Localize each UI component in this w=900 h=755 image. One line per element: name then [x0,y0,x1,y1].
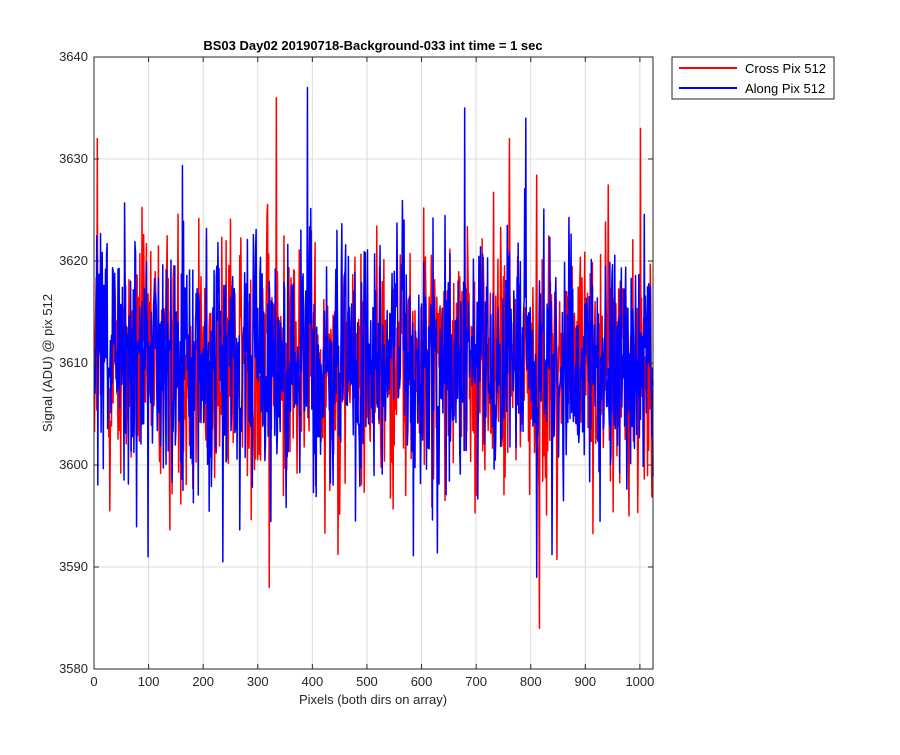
x-tick-label: 100 [138,674,160,689]
series-group [93,86,654,629]
y-tick-label: 3600 [59,457,88,472]
y-tick-label: 3590 [59,559,88,574]
x-tick-label: 0 [90,674,97,689]
x-tick-label: 200 [192,674,214,689]
y-tick-label: 3640 [59,49,88,64]
y-tick-label: 3580 [59,661,88,676]
x-tick-label: 600 [411,674,433,689]
legend-box [671,56,835,100]
y-tick-label: 3610 [59,355,88,370]
x-tick-label: 1000 [625,674,654,689]
legend[interactable]: Cross Pix 512 Along Pix 512 [671,56,835,100]
x-tick-label: 900 [574,674,596,689]
x-tick-label: 800 [520,674,542,689]
x-tick-label: 500 [356,674,378,689]
x-axis-label: Pixels (both dirs on array) [299,692,447,707]
tick-marks: 0 100 200 300 400 500 600 700 800 900 1000 3580 3590… [59,49,654,689]
series-line-along [93,86,654,578]
y-tick-label: 3630 [59,151,88,166]
chart-title: BS03 Day02 20190718-Background-033 int t… [203,38,542,53]
y-tick-label: 3620 [59,253,88,268]
legend-label-along: Along Pix 512 [745,81,825,96]
x-tick-label: 400 [302,674,324,689]
x-tick-label: 300 [247,674,269,689]
legend-label-cross: Cross Pix 512 [745,61,826,76]
x-tick-label: 700 [465,674,487,689]
y-axis-label: Signal (ADU) @ pix 512 [40,294,55,432]
